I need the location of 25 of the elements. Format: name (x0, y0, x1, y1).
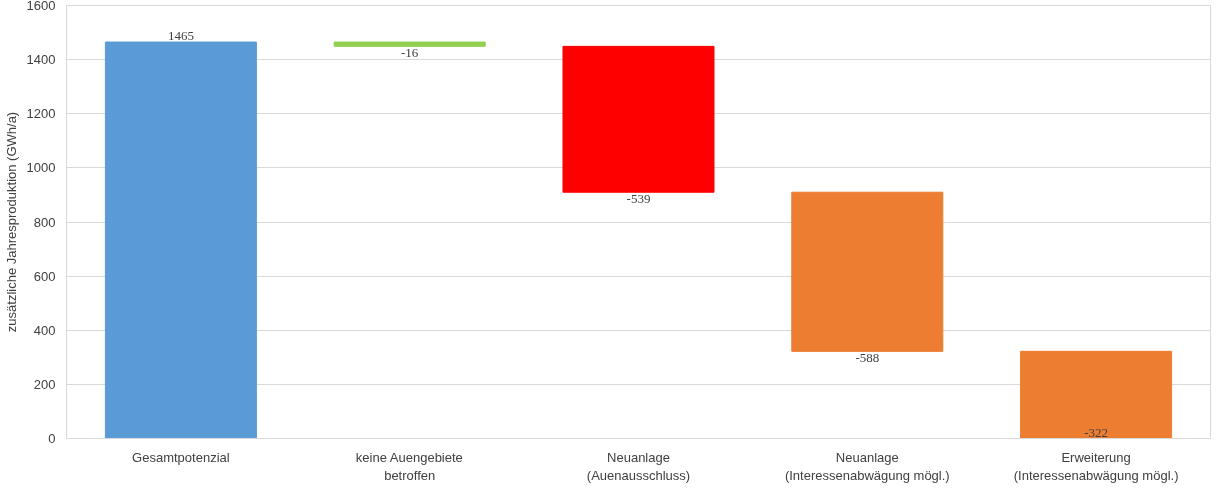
data-label: -539 (626, 191, 651, 207)
data-label: 1465 (167, 28, 194, 44)
data-label: -322 (1084, 424, 1109, 440)
y-tick-label: 1600 (26, 0, 56, 13)
y-tick-label: 1400 (26, 52, 56, 68)
x-tick-label: Neuanlage (Auenausschluss) (586, 449, 691, 483)
y-tick-label: 1200 (26, 106, 56, 122)
bar (791, 191, 944, 352)
bar (1020, 350, 1173, 439)
x-tick-label: Neuanlage (Interessenabwägung mögl.) (784, 449, 950, 483)
y-tick-label: 800 (33, 214, 56, 230)
y-tick-label: 200 (33, 376, 56, 392)
y-tick-label: 1000 (26, 160, 56, 176)
x-tick-label: keine Auengebiete betroffen (355, 449, 463, 483)
x-tick-label: Erweiterung (Interessenabwägung mögl.) (1013, 449, 1179, 483)
y-tick-label: 600 (33, 268, 56, 284)
bar (104, 41, 257, 439)
data-label: -588 (855, 350, 880, 366)
x-tick-label: Gesamtpotenzial (132, 449, 230, 465)
data-label: -16 (401, 45, 419, 61)
bar (333, 41, 486, 47)
bar (562, 45, 715, 193)
y-tick-label: 0 (48, 431, 56, 446)
y-axis-title: zusätzliche Jahresproduktion (GWh/a) (3, 111, 19, 333)
y-tick-label: 400 (33, 322, 56, 338)
